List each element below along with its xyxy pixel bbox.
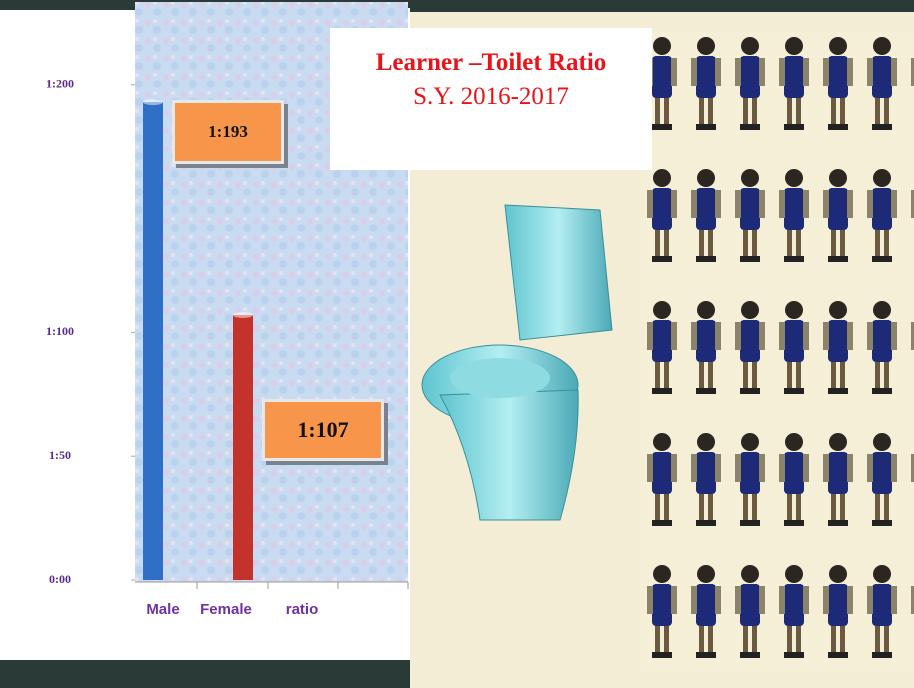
toilet-picture bbox=[421, 204, 613, 521]
y-tick-label: 1:200 bbox=[46, 77, 74, 91]
x-tick-label: ratio bbox=[286, 601, 319, 618]
chart-subtitle: S.Y. 2016-2017 bbox=[413, 83, 569, 110]
bar bbox=[143, 102, 163, 580]
bar-cap bbox=[233, 312, 253, 319]
y-tick-label: 0:00 bbox=[49, 572, 71, 586]
y-tick-label: 1:100 bbox=[46, 324, 74, 338]
data-label: 1:193 bbox=[172, 100, 284, 165]
data-label: 1:107 bbox=[262, 399, 384, 462]
corner bbox=[0, 0, 135, 10]
x-tick-label: Male bbox=[146, 601, 179, 618]
y-tick-label: 1:50 bbox=[49, 448, 71, 462]
x-tick-label: Female bbox=[200, 601, 252, 618]
title-box: Learner –Toilet Ratio S.Y. 2016-2017 bbox=[330, 28, 652, 170]
bar-cap bbox=[143, 99, 163, 106]
chart-title: Learner –Toilet Ratio bbox=[375, 49, 607, 76]
children-picture bbox=[640, 32, 914, 672]
bar bbox=[233, 315, 253, 580]
